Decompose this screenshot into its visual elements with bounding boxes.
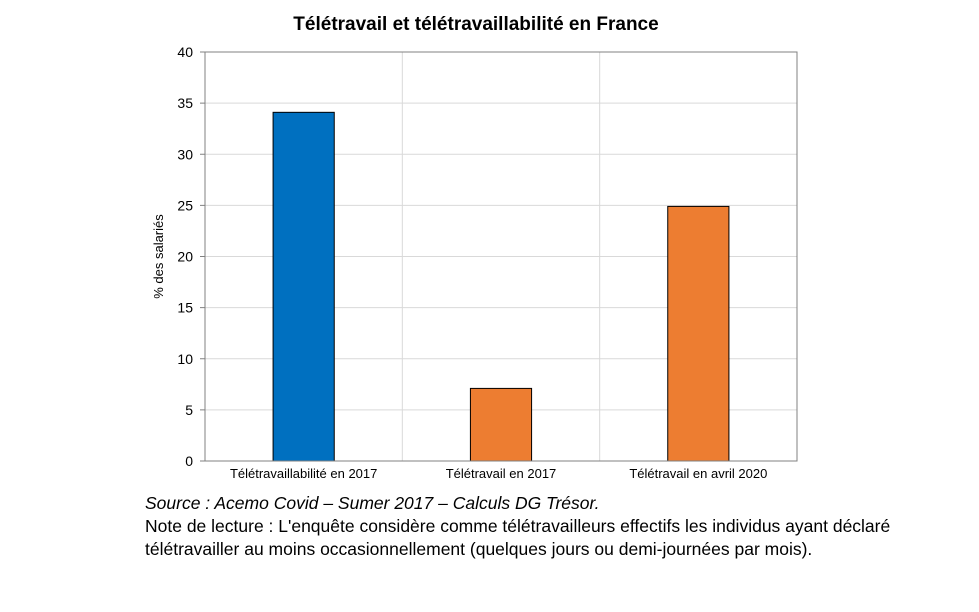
- x-category-label: Télétravaillabilité en 2017: [230, 466, 377, 481]
- bar: [272, 111, 335, 462]
- x-category-labels: Télétravaillabilité en 2017 Télétravail e…: [230, 466, 767, 481]
- y-tick-label: 25: [177, 197, 193, 213]
- source-note: Source : Acemo Covid – Sumer 2017 – Calc…: [145, 493, 600, 513]
- bar-chart: Télétravail et télétravaillabilité en Fr…: [151, 14, 798, 481]
- reading-note: Note de lecture : L'enquête considère co…: [145, 516, 891, 559]
- y-tick-label: 40: [177, 44, 193, 60]
- y-tick-label: 30: [177, 146, 193, 162]
- y-tick-label: 10: [177, 351, 193, 367]
- y-tick-label: 15: [177, 300, 193, 316]
- y-tick-label: 0: [185, 453, 193, 469]
- bar: [667, 205, 730, 462]
- y-axis-label: % des salariés: [151, 214, 166, 299]
- chart-footer: Source : Acemo Covid – Sumer 2017 – Calc…: [145, 492, 935, 561]
- bar: [469, 387, 533, 462]
- x-category-label: Télétravail en 2017: [446, 466, 557, 481]
- chart-title: Télétravail et télétravaillabilité en Fr…: [293, 14, 658, 35]
- y-tick-label: 35: [177, 95, 193, 111]
- y-tick-labels: 0 5 10 15 20 25 30 35 40: [177, 44, 205, 469]
- y-tick-label: 20: [177, 249, 193, 265]
- x-category-label: Télétravail en avril 2020: [629, 466, 767, 481]
- bars-layer: [272, 111, 730, 462]
- y-tick-label: 5: [185, 402, 193, 418]
